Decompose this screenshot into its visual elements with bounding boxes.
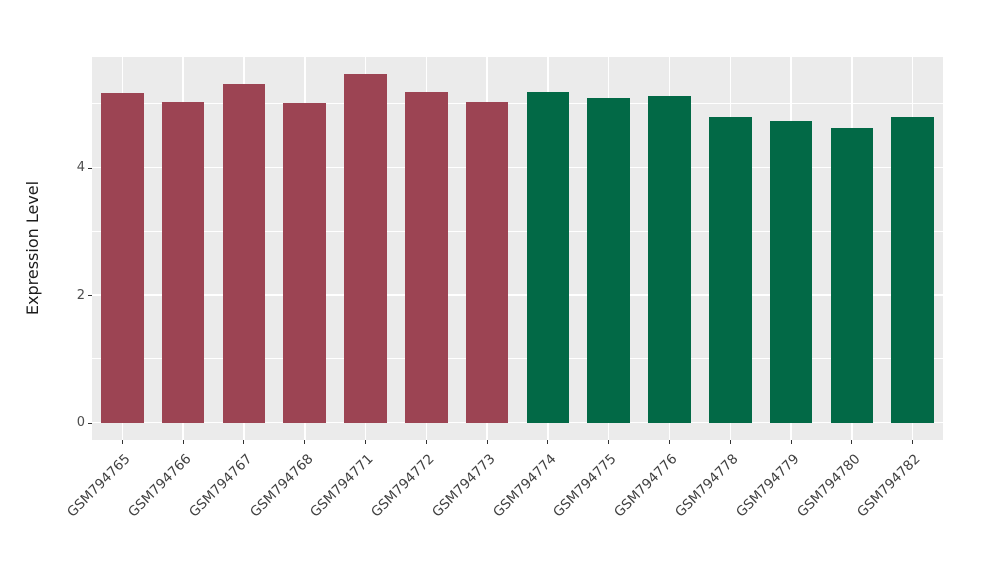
plot-panel	[92, 57, 943, 440]
x-tick-label-text: GSM794776	[611, 451, 681, 521]
x-tick-label-text: GSM794771	[307, 451, 377, 521]
x-tick-mark-GSM794780	[851, 440, 853, 444]
bar-GSM794775	[587, 97, 630, 423]
x-tick-label-text: GSM794772	[368, 451, 438, 521]
gridline-minor-y1	[92, 358, 943, 360]
gridline-minor-y3	[92, 230, 943, 232]
bar-GSM794765	[101, 93, 144, 423]
gridline-major-y2	[92, 294, 943, 296]
x-tick-label-text: GSM794782	[854, 451, 924, 521]
x-tick-mark-GSM794767	[243, 440, 245, 444]
x-tick-label-text: GSM794765	[64, 451, 134, 521]
x-tick-mark-GSM794765	[121, 440, 123, 444]
x-tick-mark-GSM794778	[729, 440, 731, 444]
x-tick-label-text: GSM794779	[732, 451, 803, 521]
x-tick-mark-GSM794774	[547, 440, 549, 444]
x-tick-mark-GSM794768	[304, 440, 306, 444]
y-tick-label-4: 4	[76, 160, 85, 175]
x-tick-label-text: GSM794773	[428, 451, 499, 521]
gridline-major-y0	[92, 421, 943, 423]
x-tick-label-text: GSM794767	[185, 451, 256, 521]
bar-GSM794774	[526, 92, 570, 423]
bar-GSM794782	[891, 117, 934, 423]
bar-GSM794779	[769, 121, 813, 423]
bar-GSM794772	[405, 92, 448, 423]
bar-GSM794771	[344, 73, 387, 423]
x-tick-mark-GSM794782	[912, 440, 914, 444]
x-tick-mark-GSM794773	[486, 440, 488, 444]
x-tick-label-text: GSM794778	[672, 451, 742, 521]
y-axis-title: Expression Level	[23, 180, 42, 316]
x-tick-mark-GSM794771	[365, 440, 367, 444]
y-tick-mark-4	[88, 167, 92, 169]
x-tick-label-text: GSM794775	[550, 451, 620, 521]
gridline-minor-y5	[92, 103, 943, 105]
x-tick-mark-GSM794776	[668, 440, 670, 444]
x-tick-mark-GSM794779	[790, 440, 792, 444]
x-tick-label-text: GSM794768	[246, 451, 317, 521]
bar-GSM794780	[830, 128, 874, 423]
bar-GSM794767	[222, 83, 266, 423]
x-tick-label-text: GSM794774	[489, 451, 560, 521]
y-tick-label-2: 2	[76, 287, 85, 303]
x-tick-mark-GSM794766	[182, 440, 184, 444]
bar-GSM794766	[161, 102, 205, 423]
x-tick-label-text: GSM794766	[125, 451, 195, 521]
gridline-major-y4	[92, 166, 943, 168]
bar-GSM794776	[648, 95, 691, 423]
x-tick-mark-GSM794775	[608, 440, 610, 444]
x-tick-label-text: GSM794780	[793, 451, 864, 521]
y-tick-mark-0	[88, 422, 92, 424]
y-tick-mark-2	[88, 295, 92, 296]
bar-GSM794768	[283, 102, 327, 423]
y-tick-label-0: 0	[76, 415, 85, 430]
bar-GSM794773	[465, 101, 509, 423]
x-tick-mark-GSM794772	[425, 440, 427, 444]
bar-GSM794778	[708, 117, 752, 423]
